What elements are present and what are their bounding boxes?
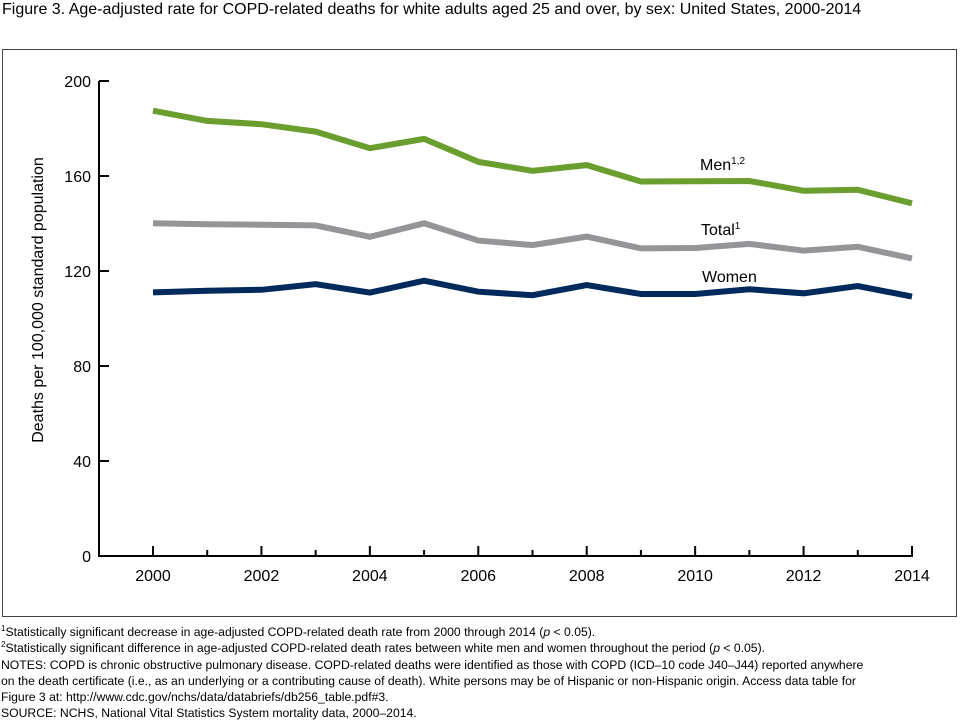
series-label-superscript: 1,2 bbox=[731, 156, 745, 167]
y-axis-label: Deaths per 100,000 standard population bbox=[30, 157, 47, 443]
y-tick-label: 200 bbox=[64, 74, 91, 91]
series-label-women: Women bbox=[702, 269, 757, 286]
series-lines bbox=[152, 107, 913, 300]
series-labels: Men1,2 Total1 Women bbox=[700, 156, 757, 286]
y-tick-label: 120 bbox=[64, 264, 91, 281]
source-line: SOURCE: NCHS, National Vital Statistics … bbox=[1, 706, 417, 721]
notes-line-1: NOTES: COPD is chronic obstructive pulmo… bbox=[1, 657, 864, 672]
chart-frame bbox=[2, 49, 957, 617]
footnote-1: 1Statistically significant decrease in a… bbox=[1, 623, 596, 639]
series-label-text: Total bbox=[701, 222, 735, 239]
y-tick-label: 40 bbox=[73, 454, 91, 471]
series-line-women bbox=[152, 277, 913, 300]
figure-title: Figure 3. Age-adjusted rate for COPD-rel… bbox=[2, 1, 862, 18]
x-tick-label: 2010 bbox=[677, 568, 713, 585]
series-label-text: Men bbox=[700, 157, 731, 174]
series-label-superscript: 1 bbox=[735, 221, 741, 232]
y-tick-label: 160 bbox=[64, 169, 91, 186]
notes-line-2: on the death certificate (i.e., as an un… bbox=[1, 673, 856, 688]
x-tick-label: 2004 bbox=[352, 568, 388, 585]
x-tick-label: 2000 bbox=[135, 568, 171, 585]
series-line-total bbox=[152, 220, 913, 262]
notes-line-3: Figure 3 at: http://www.cdc.gov/nchs/dat… bbox=[1, 690, 389, 705]
x-tick-label: 2002 bbox=[244, 568, 280, 585]
x-tick-label: 2006 bbox=[460, 568, 496, 585]
x-tick-label: 2008 bbox=[569, 568, 605, 585]
series-label-text: Women bbox=[702, 269, 757, 286]
footnotes: 1Statistically significant decrease in a… bbox=[1, 624, 959, 722]
footnote-2: 2Statistically significant difference in… bbox=[1, 640, 766, 656]
series-label-total: Total1 bbox=[701, 221, 741, 239]
axes: 0 40 80 120 160 200 2000 2002 2004 2006 2008 2010 20… bbox=[64, 74, 930, 585]
series-label-men: Men1,2 bbox=[700, 156, 745, 174]
x-tick-label: 2012 bbox=[786, 568, 822, 585]
x-tick-label: 2014 bbox=[894, 568, 930, 585]
y-tick-label: 80 bbox=[73, 359, 91, 376]
y-tick-label: 0 bbox=[82, 549, 91, 566]
series-line-men bbox=[152, 107, 913, 207]
